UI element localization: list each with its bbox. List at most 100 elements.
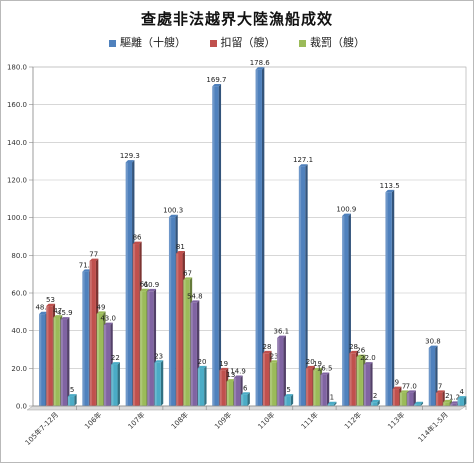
bar-highlight: [255, 69, 258, 407]
bar-highlight: [125, 162, 128, 406]
data-label: 6: [243, 384, 248, 392]
bar-top: [183, 277, 193, 280]
bar-top: [370, 399, 380, 403]
data-label: 4: [460, 388, 465, 396]
bar-highlight: [356, 357, 359, 406]
data-label: 45.9: [57, 309, 73, 317]
bar-side: [160, 360, 164, 406]
bar-highlight: [327, 404, 330, 406]
bar: [103, 325, 111, 406]
bar-top: [39, 311, 48, 315]
bar-top: [277, 335, 286, 339]
bar-top: [82, 269, 92, 272]
bar-side: [247, 392, 250, 406]
bar-highlight: [176, 253, 179, 406]
bar-side: [463, 396, 467, 406]
bar: [457, 398, 464, 406]
x-tick-label: 111年: [299, 410, 320, 431]
bar-top: [298, 164, 308, 167]
bar-highlight: [197, 368, 200, 406]
bar-top: [140, 288, 149, 292]
data-label: 30.8: [425, 338, 441, 346]
data-label: 23: [270, 352, 279, 360]
chart-legend: 驅離（十艘） 扣留（艘） 裁罰（艘）: [0, 34, 474, 50]
bar: [306, 368, 313, 406]
bar-highlight: [262, 353, 265, 406]
bar-top: [60, 317, 70, 320]
x-tick-label: 112年: [342, 410, 363, 431]
bar-top: [262, 350, 272, 354]
data-label: 2: [445, 392, 449, 400]
data-label: 77: [89, 251, 98, 259]
data-label: 47: [53, 307, 62, 315]
bar-highlight: [457, 398, 460, 406]
bar-highlight: [399, 392, 403, 406]
bar: [313, 370, 320, 406]
data-label: 129.3: [120, 152, 140, 160]
bar-top: [392, 386, 402, 390]
bar-highlight: [212, 86, 215, 407]
bar-top: [241, 392, 250, 395]
bar: [342, 215, 349, 406]
bar: [356, 357, 363, 406]
bar-top: [414, 401, 424, 405]
bar-side: [391, 189, 395, 406]
bar-highlight: [183, 279, 186, 406]
bar-highlight: [363, 364, 366, 406]
bar-highlight: [219, 370, 222, 406]
bar: [147, 291, 154, 406]
bar: [89, 260, 96, 406]
bar: [67, 396, 75, 406]
chart-title: 查處非法越界大陸漁船成效: [140, 10, 333, 28]
bar: [255, 69, 262, 407]
bar-side: [435, 345, 438, 406]
bar-top: [363, 362, 373, 365]
y-tick-label: 180.0: [7, 64, 27, 72]
bar-top: [111, 362, 120, 365]
bar: [82, 271, 89, 406]
data-label: 5: [70, 386, 74, 394]
y-tick-label: 20.0: [11, 365, 27, 373]
bar: [363, 364, 371, 406]
legend-label-detained: 扣留（艘）: [220, 36, 276, 49]
bar: [219, 370, 226, 406]
data-label: 1: [330, 394, 334, 402]
bar-side: [261, 67, 265, 406]
bar-top: [96, 311, 106, 314]
bar-side: [117, 362, 120, 406]
bar-top: [219, 367, 229, 371]
data-label: 86: [133, 234, 142, 242]
legend-label-expelled: 驅離（十艘）: [120, 36, 186, 49]
bar-top: [89, 258, 99, 261]
data-label: 60.9: [144, 281, 160, 289]
data-label: 14.9: [230, 368, 246, 376]
y-tick-label: 0.0: [16, 403, 27, 411]
bar-highlight: [147, 291, 150, 406]
bar-side: [290, 394, 294, 406]
bar-top: [197, 365, 207, 369]
data-label: 67: [183, 269, 192, 277]
y-tick-label: 60.0: [11, 290, 27, 298]
bar-highlight: [89, 260, 92, 406]
bar-side: [74, 394, 77, 406]
data-label: 20: [197, 358, 206, 366]
data-label: 178.6: [250, 59, 271, 67]
bar-side: [334, 401, 337, 406]
bar: [414, 404, 421, 406]
bar-highlight: [39, 314, 42, 406]
data-label: 43.0: [100, 315, 116, 323]
bar-highlight: [140, 291, 143, 406]
data-label: 127.1: [293, 156, 313, 164]
bar-highlight: [349, 353, 352, 406]
bar-top: [349, 350, 359, 354]
data-label: 7: [438, 382, 442, 390]
bar: [262, 353, 270, 406]
bar-side: [305, 164, 308, 406]
data-label: 100.3: [163, 207, 183, 215]
bar-top: [226, 379, 236, 382]
bar-top: [428, 345, 438, 348]
legend-swatch-detained: [209, 39, 217, 47]
data-label: 100.9: [336, 206, 356, 214]
bar: [154, 362, 161, 406]
bar-highlight: [53, 317, 56, 406]
